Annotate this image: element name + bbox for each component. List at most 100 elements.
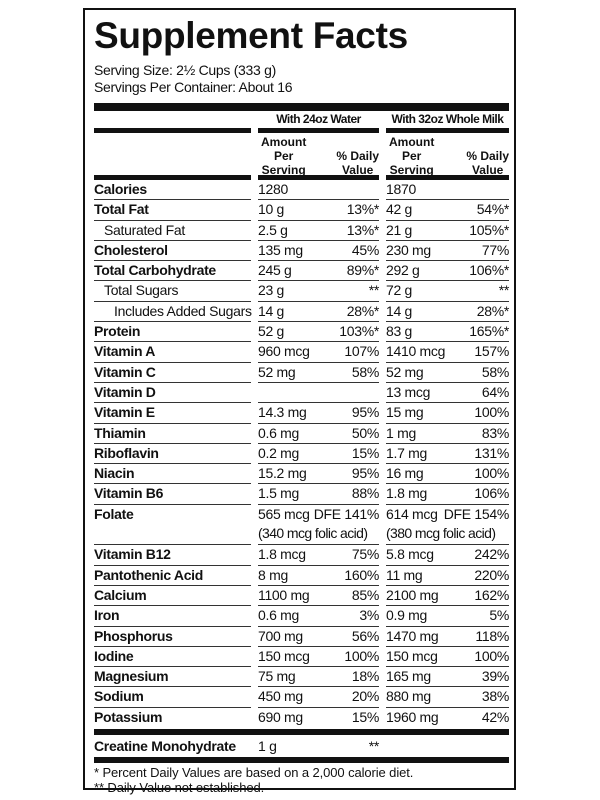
dv-milk: 28%*	[476, 302, 510, 319]
nutrient-name: Vitamin B6	[94, 484, 251, 505]
dv-milk: 83%	[481, 424, 509, 441]
amount-water: 10 g	[258, 201, 285, 218]
dv-milk: 165%*	[469, 323, 509, 340]
nutrient-row: Sodium 450 mg 20% 880 mg 38%	[94, 687, 509, 708]
amount-water: 690 mg	[258, 708, 303, 725]
amount-milk: 1.7 mg	[386, 444, 427, 461]
amount-milk: 1470 mg	[386, 627, 439, 644]
nutrient-row: Phosphorus 700 mg 56% 1470 mg 118%	[94, 627, 509, 647]
dv-water: **	[368, 282, 380, 299]
nutrient-row: Pantothenic Acid 8 mg 160% 11 mg 220%	[94, 566, 509, 586]
nutrient-row: Cholesterol 135 mg 45% 230 mg 77%	[94, 241, 509, 262]
amount-water: 0.6 mg	[258, 607, 299, 624]
dv-water: 3%	[359, 607, 379, 624]
amount-water: 2.5 g	[258, 221, 288, 238]
dv-water: 45%	[351, 241, 379, 258]
column-headings: With 24oz Water With 32oz Whole Milk	[94, 111, 509, 128]
nutrient-row: Magnesium 75 mg 18% 165 mg 39%	[94, 667, 509, 688]
supplement-facts-panel: Supplement Facts Serving Size: 2½ Cups (…	[83, 8, 516, 795]
nutrient-name: Iodine	[94, 647, 251, 668]
amount-milk: 0.9 mg	[386, 607, 427, 624]
nutrient-name: Cholesterol	[94, 241, 251, 262]
dv-water: 20%	[351, 688, 379, 705]
footnote-1: * Percent Daily Values are based on a 2,…	[94, 765, 414, 781]
dv-water: 28%*	[346, 302, 380, 319]
nutrient-rows: Calories 1280 1870 Total Fat 10 g 13%* 42 g 54%…	[94, 180, 509, 728]
nutrient-name: Folate	[94, 505, 251, 546]
nutrient-row: Vitamin D 13 mcg 64%	[94, 383, 509, 404]
nutrient-row: Calories 1280 1870	[94, 180, 509, 201]
amount-water: 0.2 mg	[258, 444, 299, 461]
dv-water: 50%	[351, 424, 379, 441]
amount-milk: 614 mcg	[386, 505, 438, 522]
dv-water: 15%	[351, 708, 379, 725]
dv-milk: 58%	[481, 363, 509, 380]
amount-water: 150 mcg	[258, 647, 310, 664]
nutrient-name: Potassium	[94, 708, 163, 725]
nutrient-name: Saturated Fat	[94, 221, 251, 241]
subheading-water: Amount Per Serving % Daily Value	[261, 135, 379, 177]
dv-water: 75%	[351, 546, 379, 563]
nutrient-name: Vitamin E	[94, 403, 251, 424]
column-heading-water: With 24oz Water	[276, 112, 361, 126]
nutrient-name: Protein	[94, 322, 251, 343]
amount-milk: 72 g	[386, 282, 413, 299]
nutrient-row: Vitamin B6 1.5 mg 88% 1.8 mg 106%	[94, 484, 509, 505]
nutrient-row: Vitamin B12 1.8 mcg 75% 5.8 mcg 242%	[94, 545, 509, 566]
nutrient-name: Total Fat	[94, 200, 251, 221]
amount-water: 960 mcg	[258, 343, 310, 360]
dv-milk: DFE 154%	[443, 505, 510, 522]
nutrient-name: Includes Added Sugars	[94, 302, 252, 323]
nutrient-name: Iron	[94, 606, 251, 627]
amount-milk: 165 mg	[386, 668, 431, 685]
dv-milk: 220%	[474, 566, 509, 583]
nutrient-row: Protein 52 g 103%* 83 g 165%*	[94, 322, 509, 343]
amount-water: 245 g	[258, 262, 292, 279]
amount-milk: 1960 mg	[386, 708, 439, 725]
amount-water: 565 mcg	[258, 505, 310, 522]
nutrient-row: Total Fat 10 g 13%* 42 g 54%*	[94, 200, 510, 221]
amount-milk: 150 mcg	[386, 647, 438, 664]
dv-water: 56%	[351, 627, 379, 644]
amount-water: 52 g	[258, 323, 285, 340]
nutrient-name: Vitamin B12	[94, 545, 251, 566]
nutrient-row: Total Carbohydrate 245 g 89%* 292 g 106%*	[94, 261, 509, 282]
amount-water: 75 mg	[258, 668, 296, 685]
dv-milk: 131%	[474, 444, 509, 461]
amount-water: 0.6 mg	[258, 424, 299, 441]
dv-water: 89%*	[346, 262, 380, 279]
footnote-2: ** Daily Value not established.	[94, 780, 265, 796]
dv-water: 85%	[351, 586, 379, 603]
amount-water: 1.8 mcg	[258, 546, 306, 563]
dv-milk: 42%	[481, 708, 509, 725]
dv-water: 88%	[351, 485, 379, 502]
amount-milk: 880 mg	[386, 688, 431, 705]
thick-divider	[94, 103, 509, 111]
nutrient-name: Calcium	[94, 586, 251, 607]
dv-water: 100%	[344, 647, 379, 664]
dv-milk: 106%*	[469, 262, 509, 279]
dv-milk: 100%	[474, 647, 509, 664]
amount-water: 1100 mg	[258, 586, 310, 603]
column-bars	[94, 128, 509, 133]
creatine-row: Creatine Monohydrate 1 g **	[94, 737, 379, 754]
nutrient-name: Magnesium	[94, 667, 251, 688]
amount-milk: 14 g	[386, 302, 413, 319]
amount-water: 14.3 mg	[258, 404, 307, 421]
amount-milk: 5.8 mcg	[386, 546, 434, 563]
dv-milk: 242%	[474, 546, 509, 563]
nutrient-row: Thiamin 0.6 mg 50% 1 mg 83%	[94, 424, 509, 444]
amount-milk: 52 mg	[386, 363, 424, 380]
nutrient-row: Vitamin E 14.3 mg 95% 15 mg 100%	[94, 403, 509, 424]
dv-milk: 38%	[481, 688, 509, 705]
nutrient-row: Total Sugars 23 g ** 72 g **	[94, 281, 509, 302]
dv-milk: 54%*	[476, 201, 510, 218]
nutrient-name: Vitamin D	[94, 383, 251, 404]
amount-milk: 42 g	[386, 201, 413, 218]
nutrient-name: Riboflavin	[94, 444, 251, 465]
subheadings: Amount Per Serving % Daily Value Amount Per S…	[94, 133, 509, 177]
amount-water: 450 mg	[258, 688, 303, 705]
nutrient-row: Calcium 1100 mg 85% 2100 mg 162%	[94, 586, 509, 607]
amount-milk: 21 g	[386, 221, 413, 238]
dv-water: 15%	[351, 444, 379, 461]
